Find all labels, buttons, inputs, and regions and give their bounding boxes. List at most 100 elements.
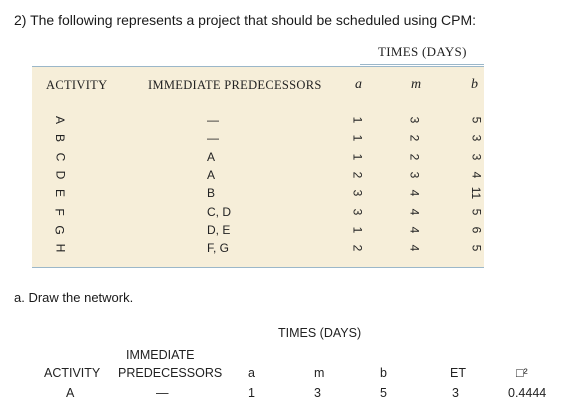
table1-cell-a: 1 xyxy=(337,223,377,237)
table1-cell-text: 2 xyxy=(407,153,421,160)
table1-cell-a: 1 xyxy=(337,150,377,164)
table1-cell-text: 2 xyxy=(350,171,364,179)
table2-immediate-label: IMMEDIATE xyxy=(126,348,195,362)
table1-cell-a: 2 xyxy=(337,241,377,255)
table2-row-m: 3 xyxy=(314,386,321,400)
table2-row-et: 3 xyxy=(452,386,459,400)
table1-cell-text: D xyxy=(52,170,67,180)
table1-cell-b: 5 xyxy=(456,113,496,127)
table2-b-header: b xyxy=(380,366,387,380)
table1-cell-text: A xyxy=(207,167,216,182)
table1-cell-text: — xyxy=(207,131,219,146)
table1-cell-pred: C, D xyxy=(207,205,287,219)
table1-cell-b: 5 xyxy=(456,241,496,255)
question-text: 2) The following represents a project th… xyxy=(14,12,477,28)
table1-cell-pred: — xyxy=(207,131,287,145)
table1-cell-b: 6 xyxy=(456,223,496,237)
table2-variance-header: □² xyxy=(516,366,528,380)
table1-cell-pred: F, G xyxy=(207,241,287,255)
table1-cell-text: — xyxy=(207,113,219,127)
table1-cell-pred: B xyxy=(207,186,287,200)
table1-cell-text: 1 xyxy=(350,153,364,160)
table1-cell-activity: E xyxy=(40,186,80,200)
table1-cell-a: 2 xyxy=(337,168,377,182)
table1-cell-pred: — xyxy=(207,113,287,127)
table1-cell-text: A xyxy=(52,115,67,125)
table1-cell-pred: A xyxy=(207,150,287,164)
table1-cell-text: D, E xyxy=(207,222,231,237)
table1-cell-text: 3 xyxy=(407,116,421,124)
table1-cell-b: 11 xyxy=(456,186,496,200)
table1-cell-b: 3 xyxy=(456,131,496,145)
table1-cell-text: 4 xyxy=(407,208,421,215)
table2-row-predecessors: — xyxy=(156,386,169,400)
table1-m-header: m xyxy=(411,77,422,92)
table1-cell-b: 4 xyxy=(456,168,496,182)
table1-predecessors-header: IMMEDIATE PREDECESSORS xyxy=(148,78,322,92)
table2-row-b: 5 xyxy=(380,386,387,400)
table1-cell-text: 5 xyxy=(469,116,483,124)
table2-times-header: TIMES (DAYS) xyxy=(278,326,362,340)
table1-cell-activity: D xyxy=(40,168,80,182)
table1-cell-text: B xyxy=(52,134,67,143)
table1-cell-text: 4 xyxy=(407,226,421,234)
table2-activity-header: ACTIVITY xyxy=(44,366,101,380)
table1-cell-activity: F xyxy=(40,205,80,219)
table1-cell-text: B xyxy=(207,186,216,201)
table1-cell-m: 4 xyxy=(394,186,434,200)
table1-cell-text: E xyxy=(52,189,67,198)
table1-cell-text: 1 xyxy=(350,226,364,234)
table1-cell-text: 3 xyxy=(469,153,483,160)
table1-activity-header: ACTIVITY xyxy=(46,78,108,92)
table1-cell-m: 3 xyxy=(394,168,434,182)
table1-cell-activity: C xyxy=(40,150,80,164)
table1-cell-text: 1 xyxy=(350,116,364,124)
table1-cell-text: 3 xyxy=(350,189,364,197)
table2-a-header: a xyxy=(248,366,255,380)
table1-cell-text: 4 xyxy=(469,171,483,179)
table1-cell-b: 5 xyxy=(456,205,496,219)
table1-cell-b: 3 xyxy=(456,150,496,164)
table1-cell-text: 3 xyxy=(469,134,483,142)
table1-cell-a: 3 xyxy=(337,186,377,200)
table1-header-band xyxy=(32,66,484,106)
table1-cell-text: 6 xyxy=(469,226,483,234)
table1-cell-pred: D, E xyxy=(207,223,287,237)
table1-cell-activity: B xyxy=(40,131,80,145)
table1-cell-text: 4 xyxy=(407,189,421,197)
table1-cell-text: 2 xyxy=(407,134,421,142)
table1-cell-m: 2 xyxy=(394,150,434,164)
table2-row-variance: 0.4444 xyxy=(508,386,547,400)
table1-cell-text: F, G xyxy=(207,241,230,256)
table1-cell-text: F xyxy=(53,207,67,216)
table1-cell-text: G xyxy=(53,225,67,235)
table1-cell-text: H xyxy=(52,243,67,253)
table1-times-rule xyxy=(360,64,484,65)
table1-cell-text: C xyxy=(52,152,67,161)
table1-cell-text: 4 xyxy=(407,244,421,252)
subquestion-text: a. Draw the network. xyxy=(14,290,134,305)
table1-cell-activity: H xyxy=(40,241,80,255)
table2-row-a: 1 xyxy=(248,386,255,400)
table1-cell-text: 3 xyxy=(407,171,421,179)
table1-cell-pred: A xyxy=(207,168,287,182)
table1-cell-m: 2 xyxy=(394,131,434,145)
table1-a-header: a xyxy=(355,77,362,92)
table1-cell-activity: G xyxy=(40,223,80,237)
table1-times-header: TIMES (DAYS) xyxy=(378,44,467,59)
table1-cell-text: 11 xyxy=(469,186,483,200)
table1-b-header: b xyxy=(471,77,478,92)
table1-cell-text: A xyxy=(207,149,216,164)
table1-cell-text: 1 xyxy=(350,134,364,142)
table1-cell-m: 4 xyxy=(394,241,434,255)
table1-cell-a: 3 xyxy=(337,205,377,219)
table1-cell-text: C, D xyxy=(207,204,231,219)
table1-cell-text: 5 xyxy=(469,244,483,252)
table1-cell-m: 3 xyxy=(394,113,434,127)
table1-cell-m: 4 xyxy=(394,205,434,219)
table2-predecessors-header: PREDECESSORS xyxy=(118,366,223,380)
table1-cell-text: 5 xyxy=(469,208,483,215)
table2-row-activity: A xyxy=(66,386,75,400)
table2-m-header: m xyxy=(314,366,325,380)
table1-body-band xyxy=(32,104,484,268)
